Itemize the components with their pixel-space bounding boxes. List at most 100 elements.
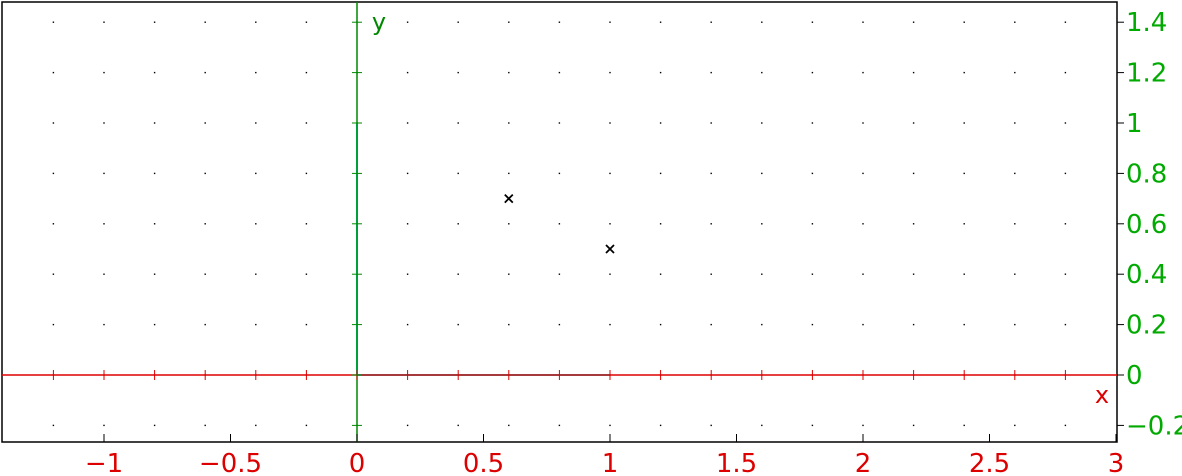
grid-dot bbox=[305, 21, 308, 23]
grid-dot bbox=[305, 71, 308, 74]
y-tick-label: 0.6 bbox=[1126, 210, 1167, 240]
grid-dot bbox=[153, 122, 156, 124]
grid-dot bbox=[609, 21, 611, 23]
grid-dot bbox=[609, 223, 611, 225]
grid-dot bbox=[153, 424, 156, 427]
grid-dot bbox=[761, 323, 763, 326]
grid-dot bbox=[761, 223, 763, 225]
grid-dot bbox=[508, 323, 510, 326]
grid-dot bbox=[1014, 223, 1016, 225]
grid-dot bbox=[862, 172, 864, 175]
grid-dot bbox=[406, 71, 409, 74]
grid-dot bbox=[103, 424, 105, 427]
grid-dots bbox=[52, 21, 1067, 427]
grid-dot bbox=[204, 71, 206, 74]
y-tick-label: 0.2 bbox=[1126, 311, 1167, 341]
grid-dot bbox=[963, 122, 965, 124]
grid-dot bbox=[153, 323, 156, 326]
y-tick-label: 1 bbox=[1126, 109, 1143, 139]
grid-dot bbox=[406, 223, 409, 225]
grid-dot bbox=[912, 424, 915, 427]
x-tick-label: 0 bbox=[349, 449, 366, 476]
grid-dot bbox=[1064, 172, 1067, 175]
grid-dot bbox=[52, 21, 55, 23]
grid-dot bbox=[406, 122, 409, 124]
grid-dot bbox=[204, 323, 206, 326]
x-tick-label: 1 bbox=[602, 449, 619, 476]
grid-dot bbox=[52, 122, 55, 124]
grid-dot bbox=[811, 223, 814, 225]
grid-dot bbox=[609, 424, 611, 427]
grid-dot bbox=[508, 223, 510, 225]
grid-dot bbox=[153, 21, 156, 23]
grid-dot bbox=[305, 172, 308, 175]
grid-dot bbox=[912, 122, 915, 124]
grid-dot bbox=[457, 424, 459, 427]
grid-dot bbox=[659, 172, 662, 175]
grid-dot bbox=[862, 273, 864, 275]
grid-dot bbox=[811, 122, 814, 124]
y-tick-label: 0.8 bbox=[1126, 159, 1167, 189]
grid-dot bbox=[659, 122, 662, 124]
grid-dot bbox=[558, 122, 561, 124]
x-tick-label: 2.5 bbox=[969, 449, 1010, 476]
grid-dot bbox=[457, 273, 459, 275]
grid-dot bbox=[761, 172, 763, 175]
grid-dot bbox=[255, 21, 257, 23]
y-tick-label: −0.2 bbox=[1126, 411, 1182, 441]
grid-dot bbox=[153, 273, 156, 275]
grid-dot bbox=[659, 223, 662, 225]
grid-dot bbox=[52, 172, 55, 175]
grid-dot bbox=[558, 21, 561, 23]
y-tick-label: 0.4 bbox=[1126, 260, 1167, 290]
grid-dot bbox=[1014, 323, 1016, 326]
grid-dot bbox=[255, 122, 257, 124]
grid-dot bbox=[811, 21, 814, 23]
grid-dot bbox=[204, 424, 206, 427]
grid-dot bbox=[508, 424, 510, 427]
grid-dot bbox=[963, 223, 965, 225]
x-tick-label: 0.5 bbox=[463, 449, 504, 476]
grid-dot bbox=[659, 21, 662, 23]
grid-dot bbox=[609, 122, 611, 124]
grid-dot bbox=[1014, 172, 1016, 175]
x-tick-label: 1.5 bbox=[716, 449, 757, 476]
grid-dot bbox=[305, 323, 308, 326]
grid-dot bbox=[811, 273, 814, 275]
scatter-point bbox=[504, 193, 514, 204]
grid-dot bbox=[52, 424, 55, 427]
unit-vectors bbox=[356, 123, 610, 376]
grid-dot bbox=[52, 273, 55, 275]
x-tick-label: −1 bbox=[85, 449, 123, 476]
grid-dot bbox=[457, 122, 459, 124]
x-axis-label: x bbox=[1095, 381, 1109, 409]
grid-dot bbox=[103, 71, 105, 74]
grid-dot bbox=[305, 424, 308, 427]
grid-dot bbox=[710, 424, 712, 427]
grid-dot bbox=[255, 223, 257, 225]
tick-labels: −1 −0.5 0 0.5 1 1.5 2 2.5 3−0.2 0 0.2 0.4 0.6 0.8 1 1.2… bbox=[85, 8, 1182, 476]
grid-dot bbox=[963, 21, 965, 23]
grid-dot bbox=[153, 223, 156, 225]
y-axis-label: y bbox=[372, 8, 386, 36]
grid-dot bbox=[659, 273, 662, 275]
x-tick-label: 2 bbox=[855, 449, 872, 476]
x-tick-label: 3 bbox=[1108, 449, 1125, 476]
grid-dot bbox=[457, 323, 459, 326]
grid-dot bbox=[406, 172, 409, 175]
grid-dot bbox=[204, 21, 206, 23]
grid-dot bbox=[1064, 273, 1067, 275]
grid-dot bbox=[963, 172, 965, 175]
grid-dot bbox=[1064, 424, 1067, 427]
grid-dot bbox=[204, 223, 206, 225]
y-tick-label: 1.4 bbox=[1126, 8, 1167, 38]
grid-dot bbox=[1014, 71, 1016, 74]
grid-dot bbox=[457, 172, 459, 175]
grid-dot bbox=[255, 273, 257, 275]
grid-dot bbox=[153, 172, 156, 175]
grid-dot bbox=[811, 71, 814, 74]
grid-dot bbox=[255, 323, 257, 326]
grid-dot bbox=[204, 122, 206, 124]
grid-dot bbox=[912, 223, 915, 225]
